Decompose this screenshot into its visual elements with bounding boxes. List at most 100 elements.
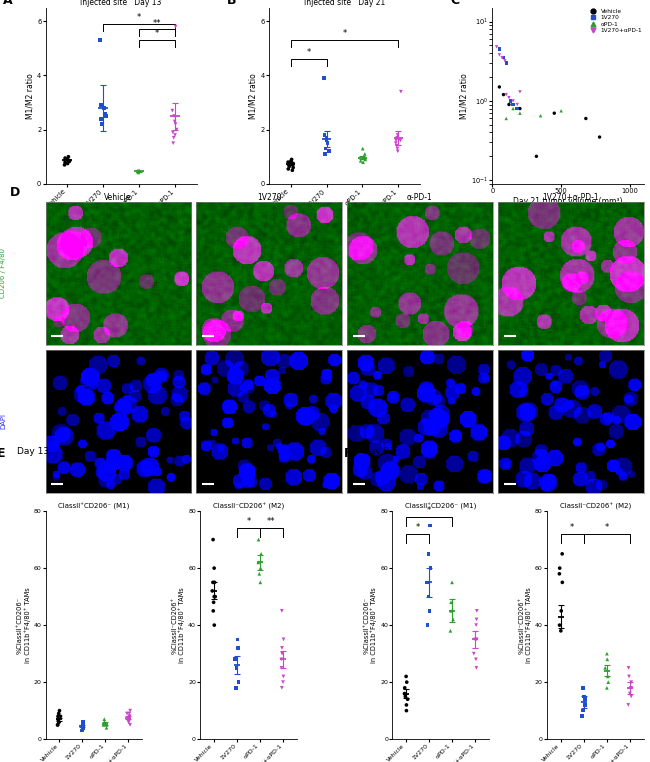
1V270+αPD-1: [515, 86, 525, 98]
Point: [360, 153, 370, 165]
1V270: [494, 43, 504, 55]
Title: ClassII⁺CD206⁻ (M1): ClassII⁺CD206⁻ (M1): [58, 503, 129, 510]
Point: [602, 682, 612, 694]
Point: [602, 648, 612, 660]
Point: [277, 648, 287, 660]
Point: [77, 719, 88, 731]
Point: [101, 722, 112, 734]
Point: [422, 576, 432, 588]
Point: [170, 118, 181, 130]
Point: [471, 619, 481, 631]
Point: [133, 165, 143, 178]
Y-axis label: M1/M2 ratio: M1/M2 ratio: [25, 73, 34, 119]
Point: [401, 671, 411, 683]
Point: [55, 705, 65, 717]
Point: [233, 676, 244, 688]
Y-axis label: %ClassII⁻CD206⁺
in CD11b⁺F4/80⁺ TAMs: %ClassII⁻CD206⁺ in CD11b⁺F4/80⁺ TAMs: [518, 588, 532, 663]
Text: *: *: [343, 30, 346, 38]
Title: ClassII⁺CD206⁻ (M1): ClassII⁺CD206⁻ (M1): [405, 503, 476, 510]
Point: [356, 155, 366, 167]
Point: [78, 716, 88, 728]
Point: [96, 99, 107, 111]
Point: [78, 722, 88, 734]
1V270+αPD-1: [508, 94, 518, 107]
Point: [122, 707, 132, 719]
Point: [391, 139, 402, 152]
Point: [99, 716, 110, 728]
Point: [578, 690, 589, 703]
Point: [283, 163, 293, 175]
Title: Injected site   Day 13: Injected site Day 13: [81, 0, 162, 7]
Vehicle: [499, 88, 509, 101]
Point: [401, 705, 411, 717]
Point: [320, 142, 331, 155]
Point: [278, 676, 288, 688]
Y-axis label: %ClassII⁺CD206⁻
in CD11b⁺F4/80⁺ TAMs: %ClassII⁺CD206⁻ in CD11b⁺F4/80⁺ TAMs: [363, 588, 378, 663]
Text: *: *: [246, 517, 250, 526]
Text: **: **: [153, 18, 161, 27]
Point: [358, 156, 369, 168]
Point: [472, 605, 482, 617]
Point: [254, 568, 265, 580]
Point: [209, 562, 219, 575]
Point: [53, 719, 63, 731]
Point: [425, 562, 436, 575]
Point: [170, 21, 181, 33]
1V270+αPD-1: [500, 55, 510, 67]
Point: [53, 713, 63, 725]
Point: [55, 710, 66, 722]
Point: [60, 152, 70, 164]
Point: [321, 134, 332, 146]
Point: [209, 591, 219, 603]
Title: Injected site   Day 21: Injected site Day 21: [304, 0, 385, 7]
Point: [95, 34, 105, 46]
Point: [471, 653, 481, 665]
Legend: Vehicle, 1V270, αPD-1, 1V270+αPD-1: Vehicle, 1V270, αPD-1, 1V270+αPD-1: [588, 9, 642, 34]
Point: [78, 719, 88, 731]
Point: [391, 134, 401, 146]
1V270: [499, 52, 509, 64]
Text: Day 21: Day 21: [363, 447, 395, 456]
Point: [471, 613, 482, 626]
Point: [125, 719, 135, 731]
Point: [124, 713, 135, 725]
Text: DAPI: DAPI: [0, 414, 6, 430]
Point: [469, 648, 479, 660]
Point: [210, 591, 220, 603]
Point: [63, 151, 73, 163]
Point: [53, 710, 63, 722]
Text: D: D: [10, 185, 20, 199]
Vehicle: [549, 107, 560, 120]
Point: [626, 682, 636, 694]
αPD-1: [515, 107, 525, 120]
Point: [395, 134, 406, 146]
1V270+αPD-1: [494, 49, 504, 61]
Point: [124, 716, 134, 728]
Point: [101, 719, 112, 731]
Point: [360, 152, 370, 164]
Point: [276, 661, 287, 674]
Text: *: *: [415, 523, 420, 532]
Point: [392, 132, 402, 144]
Y-axis label: %ClassII⁺CD206⁻
in CD11b⁺F4/80⁺ TAMs: %ClassII⁺CD206⁻ in CD11b⁺F4/80⁺ TAMs: [17, 588, 31, 663]
Point: [424, 519, 435, 531]
Text: *: *: [427, 505, 431, 514]
Vehicle: [580, 112, 591, 124]
Vehicle: [515, 102, 525, 114]
Point: [578, 682, 588, 694]
Point: [324, 146, 334, 158]
Point: [580, 699, 590, 711]
Point: [448, 613, 458, 626]
Point: [277, 682, 287, 694]
Point: [554, 562, 565, 575]
αPD-1: [536, 110, 546, 122]
Point: [54, 716, 64, 728]
Point: [626, 676, 636, 688]
Point: [625, 687, 635, 700]
Point: [230, 653, 240, 665]
Point: [233, 642, 243, 654]
Point: [471, 661, 482, 674]
Point: [124, 710, 135, 722]
Text: *: *: [570, 523, 575, 532]
1V270: [501, 57, 512, 69]
